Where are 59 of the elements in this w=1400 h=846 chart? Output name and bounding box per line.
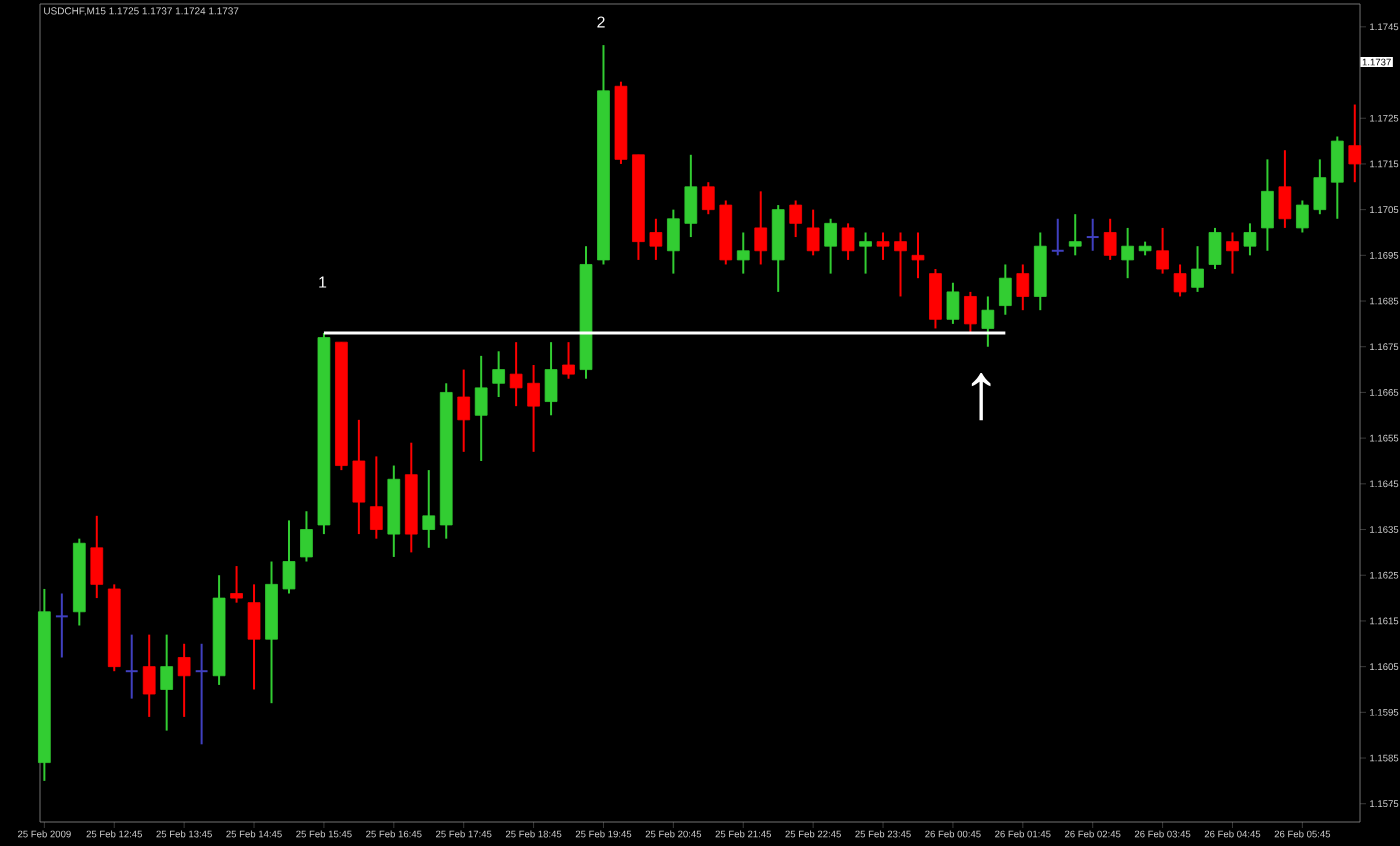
candlestick [1330, 135, 1344, 220]
candlestick [806, 208, 820, 257]
candlestick [859, 231, 872, 275]
candlestick [90, 514, 104, 600]
candlestick [474, 354, 488, 462]
candlestick [124, 633, 139, 700]
candlestick [160, 633, 174, 732]
candlestick [509, 341, 523, 408]
candlestick [247, 583, 261, 691]
candlestick [1208, 226, 1222, 271]
candlestick [929, 268, 942, 330]
candlestick [352, 418, 366, 536]
candlestick [194, 642, 209, 746]
annotation: ↑ [971, 373, 991, 421]
candlestick [789, 199, 803, 239]
candlestick [492, 350, 505, 398]
candlestick [1156, 226, 1169, 275]
candlestick [1296, 199, 1309, 234]
candlestick [911, 231, 925, 280]
candlestick [1261, 158, 1274, 252]
candlestick [1085, 217, 1100, 252]
candlestick [684, 153, 698, 239]
candlestick [1068, 213, 1082, 257]
candlestick [1173, 263, 1187, 298]
candlestick [457, 368, 471, 453]
candlestick [562, 341, 575, 380]
candlestick [1121, 226, 1134, 280]
candlestick [667, 208, 680, 275]
candlestick [649, 217, 663, 261]
candlestick [370, 455, 383, 540]
candlestick [142, 633, 156, 718]
candlestick [754, 190, 768, 266]
candlestick [981, 295, 995, 348]
candlestick [282, 519, 296, 595]
candlestick [527, 364, 540, 453]
candlestick [1016, 263, 1030, 312]
candlestick [177, 642, 191, 718]
candlestick [1278, 149, 1292, 229]
candlestick [300, 510, 313, 563]
candlestick [946, 281, 960, 325]
candlestick [736, 231, 750, 275]
candlestick [54, 592, 69, 659]
candlestick [1243, 222, 1257, 257]
candlestick [1226, 231, 1239, 275]
candlestick [824, 217, 837, 275]
candlestick [999, 263, 1012, 316]
candlestick [876, 231, 890, 261]
candlestick [1191, 245, 1204, 293]
candlestick [1348, 103, 1362, 184]
candlestick [841, 222, 855, 261]
candlestick [701, 181, 715, 216]
candlestick [230, 565, 243, 604]
candlestick [894, 231, 907, 298]
candlestick [964, 290, 977, 335]
candlestick [1103, 217, 1117, 261]
candlestick [422, 469, 436, 549]
candlestick [1050, 217, 1065, 257]
candlestick [1313, 158, 1327, 216]
candlestick [544, 341, 558, 417]
